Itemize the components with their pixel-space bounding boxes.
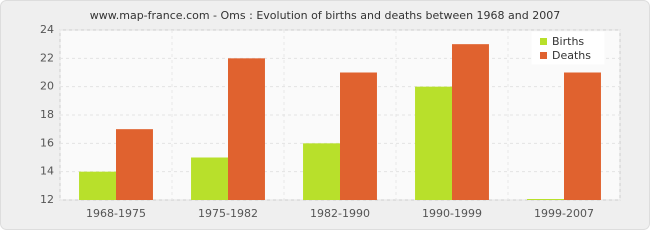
legend-swatch: [540, 52, 547, 59]
bar: [191, 157, 228, 200]
y-tick-label: 22: [40, 51, 54, 64]
bar: [228, 58, 265, 201]
x-tick-label: 1982-1990: [310, 207, 370, 220]
y-tick-label: 16: [40, 136, 54, 149]
bar: [415, 86, 452, 200]
y-tick-label: 24: [40, 23, 54, 36]
y-tick-label: 20: [40, 80, 54, 93]
bar: [564, 72, 601, 200]
legend-swatch: [540, 38, 547, 45]
x-tick-label: 1968-1975: [86, 207, 146, 220]
x-tick-label: 1975-1982: [198, 207, 258, 220]
bar: [527, 199, 564, 200]
bar: [116, 129, 153, 200]
bar: [303, 143, 340, 200]
bar: [79, 171, 116, 200]
chart: www.map-france.com - Oms : Evolution of …: [0, 0, 650, 230]
bar: [340, 72, 377, 200]
y-tick-label: 14: [40, 165, 54, 178]
y-tick-label: 12: [40, 193, 54, 206]
legend-label: Births: [552, 35, 584, 48]
bar: [452, 44, 489, 200]
chart-title: www.map-france.com - Oms : Evolution of …: [90, 9, 560, 22]
x-tick-label: 1999-2007: [534, 207, 594, 220]
y-tick-label: 18: [40, 108, 54, 121]
x-tick-label: 1990-1999: [422, 207, 482, 220]
legend-label: Deaths: [552, 49, 591, 62]
